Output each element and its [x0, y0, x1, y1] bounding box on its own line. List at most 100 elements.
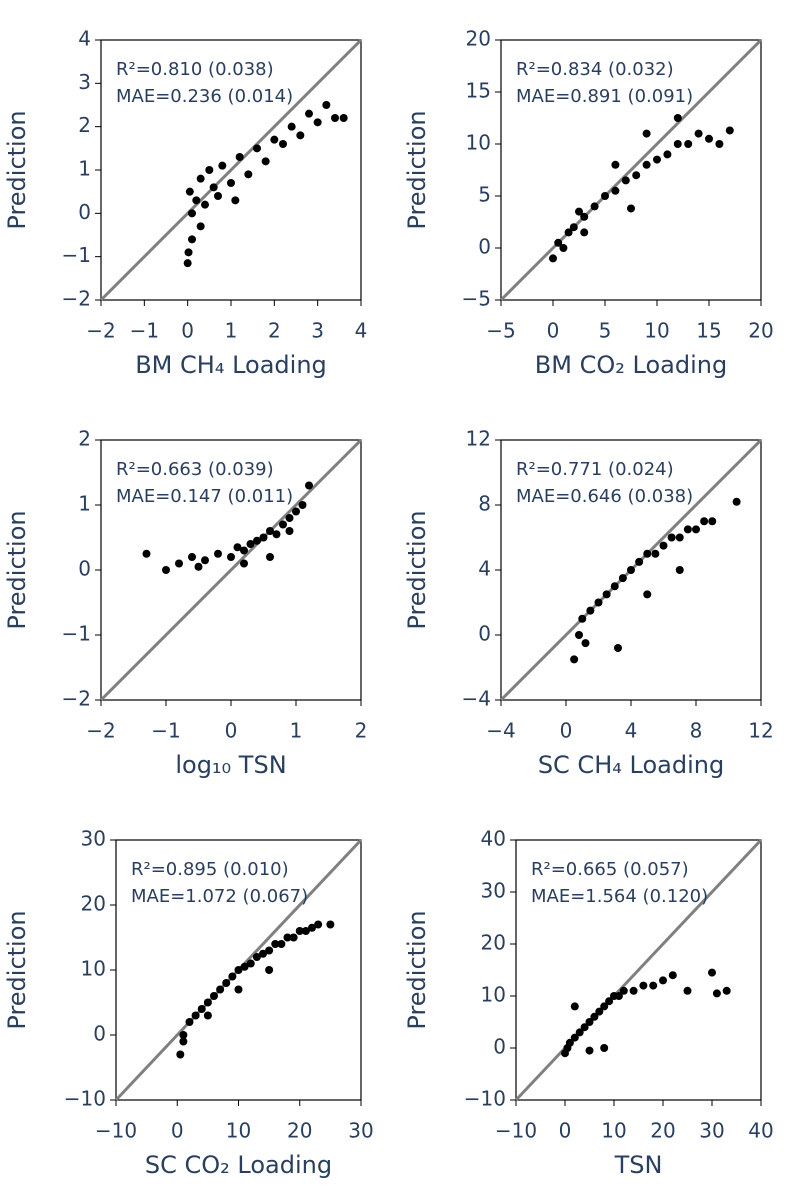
point [667, 533, 676, 542]
y-tick-label: 30 [81, 827, 106, 851]
x-tick-label: 12 [748, 719, 773, 743]
point [611, 186, 620, 195]
point [228, 972, 237, 981]
point [279, 140, 287, 148]
point [600, 1002, 609, 1011]
point [246, 540, 255, 548]
y-tick-label: 30 [481, 879, 506, 903]
x-tick-label: 10 [601, 1119, 626, 1143]
point [659, 541, 668, 550]
point [188, 209, 196, 218]
point [266, 527, 274, 535]
subplot: −4 0 4 8 12 −4 0 4 8 12 SC CH₄ Loading Prediction R²… [403, 427, 774, 780]
point [253, 536, 261, 545]
point [581, 639, 590, 648]
subplot: −10 0 10 20 30 40 −10 0 10 20 30 40 TSN Prediction R²=… [403, 827, 774, 1180]
point [176, 1050, 185, 1059]
point [722, 986, 731, 995]
point [694, 129, 703, 138]
annotation: MAE=1.564 (0.120) [531, 886, 708, 907]
point [305, 109, 313, 118]
point [632, 171, 641, 180]
point [586, 606, 595, 615]
y-axis-label: Prediction [403, 110, 431, 229]
point [214, 192, 222, 200]
identity-line [99, 438, 363, 702]
y-tick-label: −5 [462, 287, 491, 311]
x-tick-label: −2 [86, 719, 115, 743]
point [331, 114, 339, 122]
point [559, 244, 568, 252]
point [285, 527, 294, 535]
x-tick-label: 4 [625, 719, 638, 743]
x-tick-label: 0 [225, 719, 238, 743]
point [191, 1011, 200, 1020]
point [643, 590, 652, 599]
point [635, 557, 644, 566]
point [684, 140, 693, 148]
point [308, 923, 316, 932]
point [283, 933, 292, 942]
point [201, 200, 209, 209]
y-tick-label: 10 [466, 131, 491, 155]
point [231, 196, 240, 205]
point [673, 140, 682, 148]
point [301, 927, 310, 935]
point [653, 155, 661, 164]
y-tick-label: 0 [478, 622, 491, 646]
annotation: R²=0.771 (0.024) [516, 459, 674, 480]
point [683, 986, 692, 995]
point [575, 207, 583, 216]
plot-frame [515, 839, 762, 1101]
point [277, 940, 286, 948]
point [575, 1028, 584, 1037]
point [203, 998, 212, 1007]
x-tick-label: 0 [559, 1119, 572, 1143]
point [627, 204, 635, 213]
point [162, 566, 170, 574]
point [715, 140, 724, 148]
point [266, 553, 274, 561]
point [570, 1033, 579, 1042]
y-tick-label: 10 [481, 983, 506, 1007]
x-tick-label: 5 [599, 319, 612, 343]
point [287, 122, 296, 131]
point [210, 992, 218, 1000]
y-tick-label: 15 [466, 79, 491, 103]
point [564, 228, 573, 237]
point [570, 1002, 579, 1011]
point [234, 985, 243, 994]
x-tick-label: 30 [348, 1119, 373, 1143]
y-tick-label: 40 [481, 827, 506, 851]
x-tick-label: 2 [355, 719, 368, 743]
point [298, 501, 307, 509]
x-tick-label: −4 [486, 719, 515, 743]
x-tick-label: 30 [699, 1119, 724, 1143]
point [675, 566, 684, 574]
x-tick-label: −2 [86, 319, 115, 343]
point [585, 1046, 594, 1055]
point [585, 1018, 594, 1026]
point [580, 212, 589, 221]
point [705, 134, 713, 143]
y-tick-label: 0 [478, 235, 491, 259]
x-tick-label: −1 [151, 719, 180, 743]
point [270, 135, 279, 144]
point [549, 254, 557, 263]
x-axis-label: SC CH₄ Loading [538, 751, 724, 779]
point [614, 992, 623, 1000]
point [192, 196, 201, 205]
point [279, 520, 287, 529]
x-tick-label: 4 [355, 319, 368, 343]
point [621, 176, 630, 185]
point [605, 997, 614, 1006]
point [185, 1018, 194, 1026]
point [259, 533, 268, 542]
point [595, 1007, 604, 1016]
annotation: MAE=0.236 (0.014) [116, 86, 293, 107]
point [339, 114, 348, 122]
point [184, 248, 193, 257]
y-axis-label: Prediction [3, 110, 31, 229]
y-tick-label: 20 [481, 931, 506, 955]
point [663, 150, 672, 159]
